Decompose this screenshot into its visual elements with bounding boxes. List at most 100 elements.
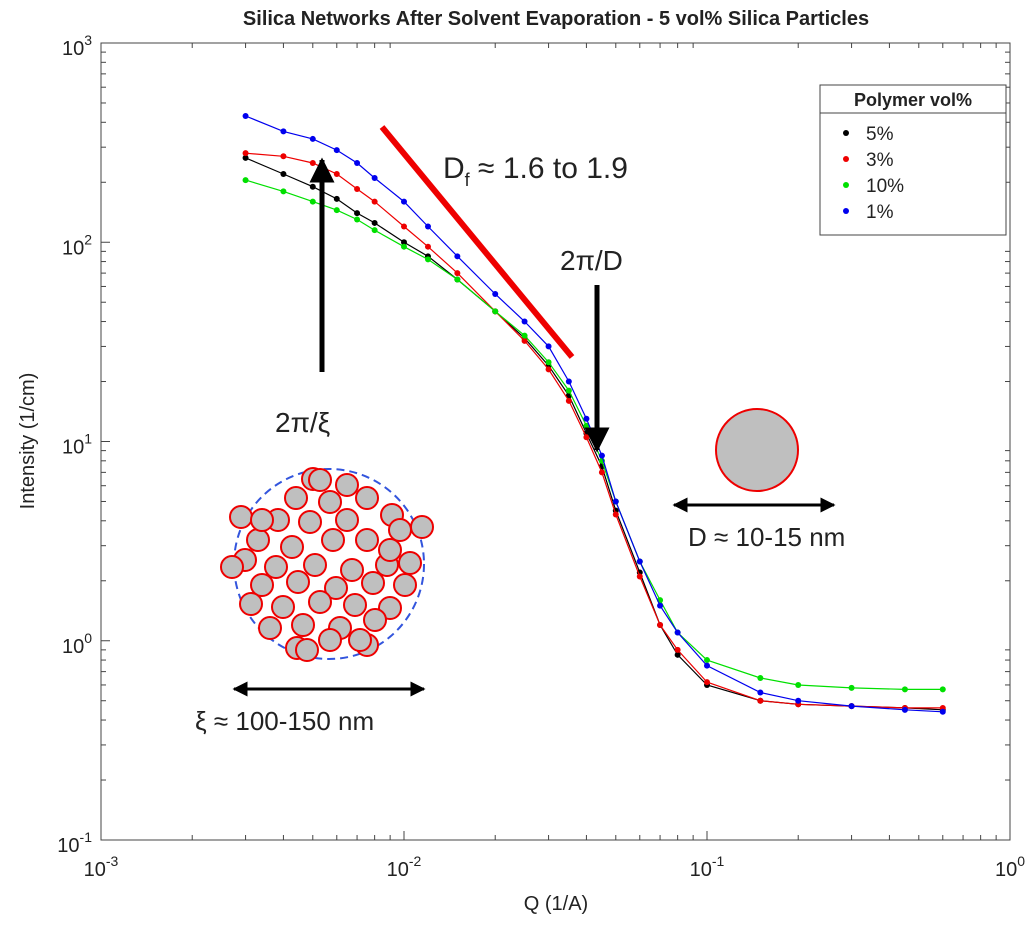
data-point bbox=[424, 256, 431, 263]
y-tick-label: 101 bbox=[62, 431, 92, 459]
data-point bbox=[583, 434, 590, 441]
cluster-particle bbox=[308, 468, 332, 492]
minor-ticks bbox=[101, 43, 1010, 840]
data-point bbox=[565, 397, 572, 404]
tick-base: 10 bbox=[62, 636, 84, 658]
cluster-outline bbox=[233, 468, 425, 660]
legend-label: 1% bbox=[866, 202, 894, 223]
chart-title: Silica Networks After Solvent Evaporatio… bbox=[243, 8, 869, 30]
data-point bbox=[309, 183, 316, 190]
data-point bbox=[333, 171, 340, 178]
x-tick-label: 10-2 bbox=[387, 853, 422, 881]
tick-base: 10 bbox=[387, 859, 409, 881]
data-point bbox=[401, 239, 407, 246]
cluster-particle bbox=[229, 505, 253, 529]
cluster-particle bbox=[295, 638, 319, 662]
cluster-particle bbox=[271, 595, 295, 619]
annotation-text: 2π/D bbox=[560, 245, 623, 276]
data-point bbox=[371, 219, 378, 226]
cluster-particle bbox=[220, 555, 244, 579]
cluster-particle bbox=[361, 571, 385, 595]
annotations: Df ≈ 1.6 to 1.9 2π/D 2π/ξ D ≈ 10-15 nm ξ… bbox=[195, 125, 845, 736]
cluster-particle bbox=[250, 573, 274, 597]
legend-label: 3% bbox=[866, 150, 894, 171]
tick-exponent: -1 bbox=[80, 829, 93, 845]
data-point bbox=[401, 243, 407, 250]
cluster-particle bbox=[363, 608, 387, 632]
data-point bbox=[521, 318, 528, 325]
annotation-text: ≈ 1.6 to 1.9 bbox=[470, 152, 628, 185]
data-point bbox=[901, 686, 908, 693]
legend-label: 10% bbox=[866, 176, 904, 197]
legend-marker bbox=[843, 208, 849, 214]
cluster-particle bbox=[324, 576, 348, 600]
cluster-particle bbox=[393, 573, 417, 597]
data-point bbox=[242, 177, 249, 184]
cluster-particle bbox=[343, 593, 367, 617]
data-point bbox=[354, 216, 361, 223]
data-point bbox=[545, 366, 552, 373]
y-tick-label: 103 bbox=[62, 32, 92, 60]
data-point bbox=[795, 681, 802, 688]
tick-base: 10 bbox=[62, 38, 84, 60]
cluster-particle bbox=[348, 628, 372, 652]
data-point bbox=[333, 195, 340, 202]
data-point bbox=[454, 270, 461, 277]
data-point bbox=[657, 621, 664, 628]
cluster-particle bbox=[303, 553, 327, 577]
data-point bbox=[280, 171, 287, 178]
x-tick-label: 10-3 bbox=[84, 853, 119, 881]
data-point bbox=[848, 703, 855, 710]
cluster-particle bbox=[398, 551, 422, 575]
data-point bbox=[401, 223, 407, 230]
x-tick-label: 10-1 bbox=[690, 853, 725, 881]
data-point bbox=[354, 159, 361, 166]
annotation-text: D ≈ 10-15 nm bbox=[688, 522, 845, 552]
data-point bbox=[242, 154, 249, 161]
data-point bbox=[565, 387, 572, 394]
tick-exponent: 2 bbox=[84, 231, 92, 247]
y-tick-label: 102 bbox=[62, 231, 92, 259]
legend-box bbox=[819, 84, 1007, 236]
tick-exponent: 0 bbox=[84, 630, 92, 646]
x-tick-label: 100 bbox=[995, 853, 1025, 881]
data-point bbox=[757, 675, 764, 682]
data-point bbox=[354, 210, 361, 217]
data-point bbox=[583, 415, 590, 422]
data-point bbox=[309, 159, 316, 166]
tick-base: 10 bbox=[62, 437, 84, 459]
data-point bbox=[492, 290, 499, 297]
data-point bbox=[795, 697, 802, 704]
data-point bbox=[636, 558, 643, 565]
data-point bbox=[424, 223, 431, 230]
cluster-particle bbox=[286, 570, 310, 594]
tick-exponent: -3 bbox=[106, 853, 119, 869]
legend: Polymer vol% 5% 3% 10% 1% bbox=[819, 84, 1007, 236]
x-axis-label: Q (1/A) bbox=[524, 893, 588, 915]
y-tick-label: 10-1 bbox=[57, 829, 92, 857]
data-point bbox=[492, 308, 499, 315]
data-point bbox=[333, 147, 340, 154]
data-point bbox=[704, 679, 710, 686]
data-point bbox=[280, 153, 287, 160]
data-point bbox=[757, 689, 764, 696]
cluster-particle bbox=[308, 590, 332, 614]
annotation-text: ξ ≈ 100-150 nm bbox=[195, 706, 374, 736]
data-point bbox=[674, 646, 681, 653]
data-point bbox=[521, 332, 528, 339]
cluster-particle bbox=[410, 515, 434, 539]
data-point bbox=[565, 378, 572, 385]
data-point bbox=[674, 629, 681, 636]
cluster-particle bbox=[250, 508, 274, 532]
cluster-particle bbox=[298, 510, 322, 534]
data-point bbox=[424, 243, 431, 250]
cluster-particle bbox=[335, 508, 359, 532]
data-point bbox=[371, 227, 378, 234]
legend-marker bbox=[843, 182, 849, 188]
cluster-particle bbox=[239, 592, 263, 616]
tick-exponent: 0 bbox=[1017, 853, 1025, 869]
data-point bbox=[598, 469, 605, 476]
tick-base: 10 bbox=[995, 859, 1017, 881]
legend-label: 5% bbox=[866, 124, 894, 145]
data-point bbox=[242, 113, 249, 120]
